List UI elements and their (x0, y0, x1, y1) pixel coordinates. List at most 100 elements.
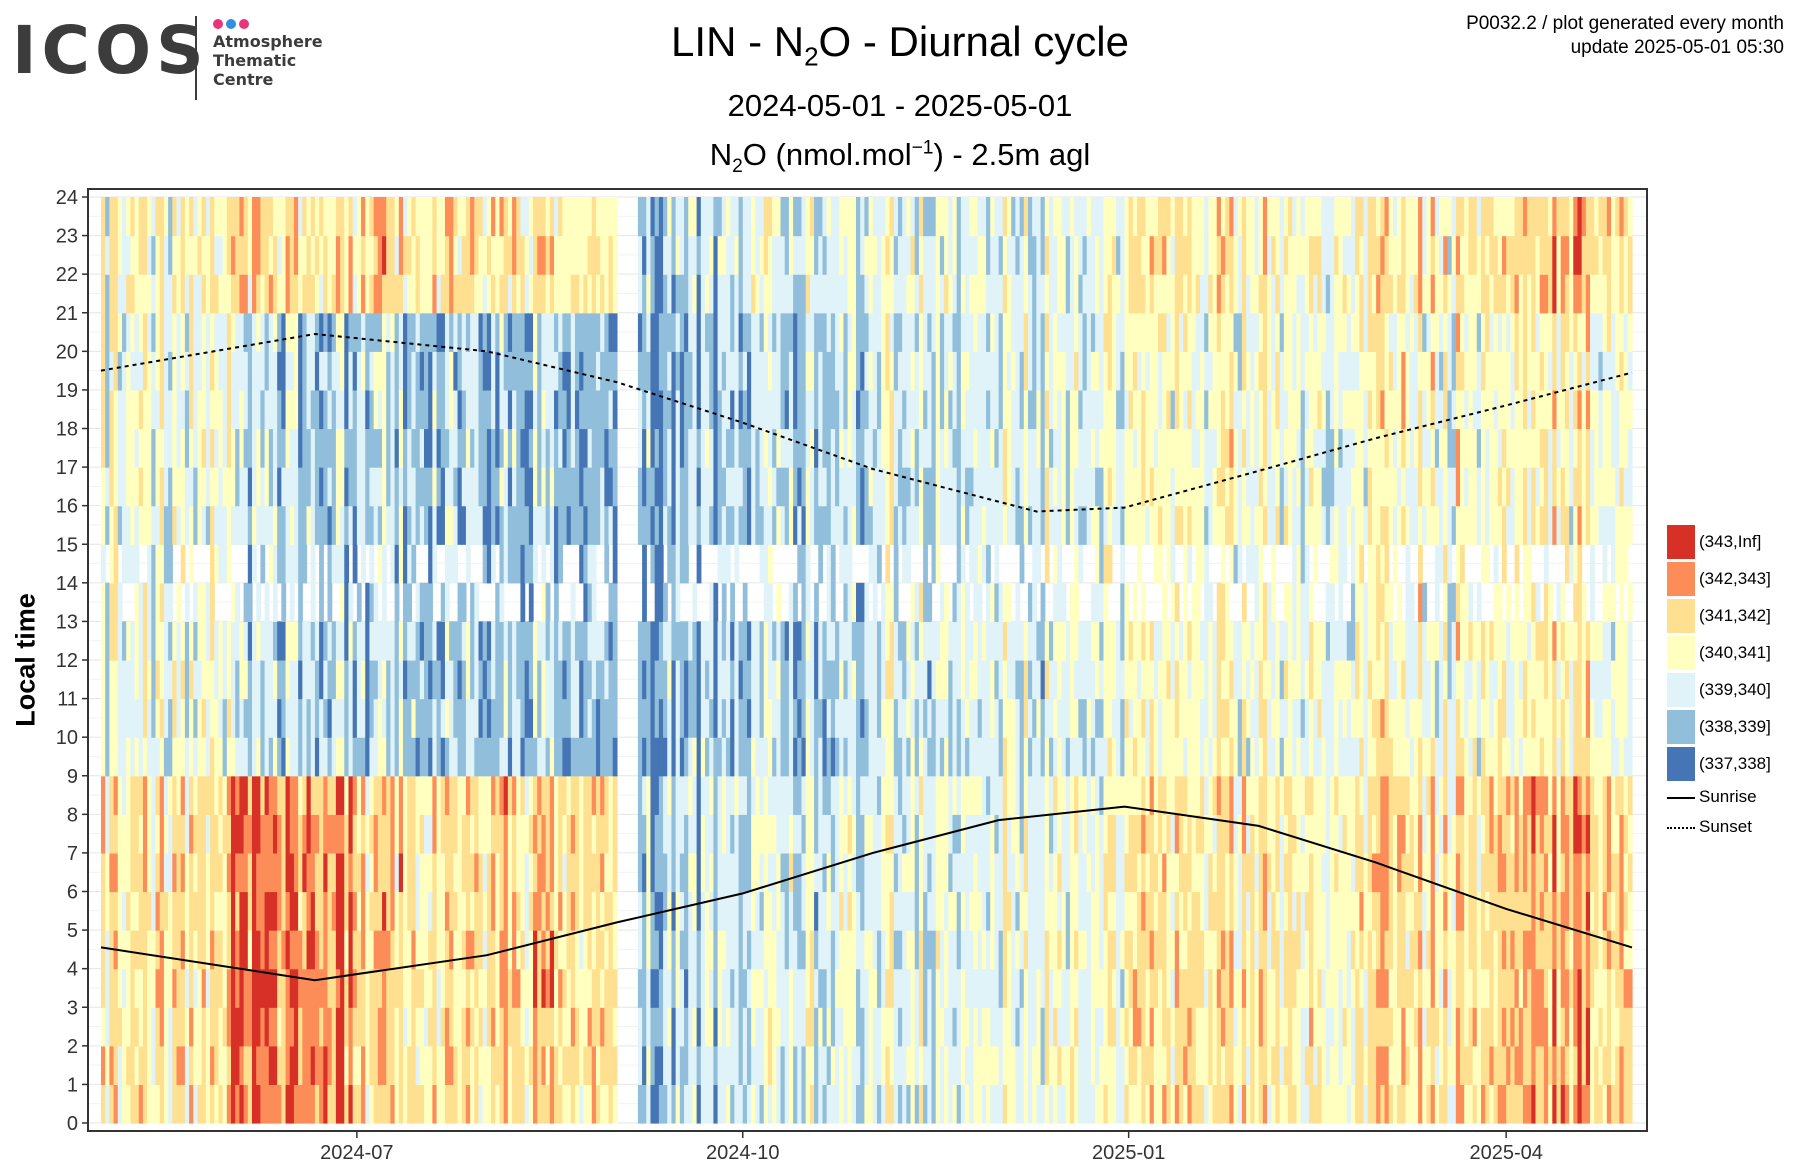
heatmap-cell (138, 467, 144, 507)
heatmap-cell (189, 544, 194, 584)
heatmap-cell (256, 891, 261, 931)
heatmap-cell (163, 968, 169, 1008)
heatmap-cell (101, 698, 106, 738)
heatmap-cell (369, 968, 375, 1008)
heatmap-cell (495, 351, 501, 391)
heatmap-cell (398, 852, 404, 893)
heatmap-cell (352, 467, 358, 507)
heatmap-cell (432, 428, 438, 468)
heatmap-cell (965, 891, 970, 931)
heatmap-cell (520, 389, 526, 430)
heatmap-cell (210, 428, 215, 468)
heatmap-cell (105, 197, 110, 237)
heatmap-cell (461, 312, 467, 352)
heatmap-cell (159, 737, 165, 777)
heatmap-cell (713, 814, 719, 854)
heatmap-cell (331, 389, 337, 430)
heatmap-cell (776, 582, 782, 623)
heatmap-cell (537, 1084, 543, 1124)
heatmap-cell (461, 930, 467, 970)
heatmap-cell (138, 852, 144, 893)
heatmap-cell (839, 312, 845, 352)
heatmap-cell (306, 852, 312, 893)
heatmap-cell (180, 852, 186, 893)
heatmap-cell (826, 505, 832, 545)
heatmap-cell (176, 505, 182, 545)
heatmap-cell (306, 274, 312, 314)
heatmap-cell (340, 660, 345, 700)
heatmap-cell (486, 968, 492, 1008)
heatmap-cell (965, 814, 970, 854)
heatmap-cell (692, 582, 698, 623)
heatmap-cell (776, 814, 782, 854)
heatmap-cell (331, 274, 337, 314)
heatmap-cell (369, 891, 375, 931)
heatmap-cell (885, 968, 891, 1008)
heatmap-cell (457, 814, 463, 854)
heatmap-cell (272, 891, 278, 931)
heatmap-cell (872, 582, 878, 623)
heatmap-cell (688, 621, 694, 661)
heatmap-cell (591, 698, 597, 738)
heatmap-cell (805, 930, 811, 970)
heatmap-cell (663, 467, 668, 507)
heatmap-cell (147, 467, 152, 507)
heatmap-cell (667, 505, 673, 545)
heatmap-cell (356, 775, 362, 815)
heatmap-cell (193, 1045, 199, 1086)
heatmap-cell (126, 698, 131, 738)
heatmap-cell (939, 698, 945, 738)
heatmap-cell (390, 312, 396, 352)
heatmap-cell (155, 814, 161, 854)
heatmap-cell (793, 1007, 798, 1047)
heatmap-cell (973, 1045, 979, 1086)
heatmap-cell (247, 197, 253, 237)
heatmap-cell (289, 852, 295, 893)
heatmap-cell (965, 1084, 970, 1124)
heatmap-cell (138, 312, 144, 352)
heatmap-cell (864, 1084, 870, 1124)
heatmap-cell (298, 428, 303, 468)
heatmap-cell (189, 1084, 194, 1124)
heatmap-cell (247, 467, 253, 507)
heatmap-cell (960, 505, 966, 545)
heatmap-cell (348, 891, 354, 931)
heatmap-cell (205, 698, 211, 738)
heatmap-cell (658, 467, 664, 507)
heatmap-cell (436, 197, 442, 237)
heatmap-cell (830, 351, 836, 391)
heatmap-cell (692, 389, 698, 430)
heatmap-cell (444, 891, 450, 931)
heatmap-cell (537, 698, 543, 738)
heatmap-cell (927, 775, 933, 815)
heatmap-cell (382, 737, 387, 777)
heatmap-cell (134, 660, 140, 700)
heatmap-cell (361, 505, 366, 545)
heatmap-cell (977, 852, 983, 893)
heatmap-cell (994, 814, 1000, 854)
heatmap-cell (168, 505, 173, 545)
heatmap-cell (235, 467, 241, 507)
heatmap-cell (491, 968, 496, 1008)
heatmap-cell (906, 852, 912, 893)
heatmap-cell (696, 235, 702, 275)
heatmap-cell (277, 698, 282, 738)
heatmap-cell (822, 274, 828, 314)
heatmap-cell (835, 197, 840, 237)
heatmap-cell (512, 814, 517, 854)
heatmap-cell (239, 467, 245, 507)
heatmap-cell (495, 389, 501, 430)
heatmap-cell (528, 312, 534, 352)
heatmap-cell (960, 544, 966, 584)
heatmap-cell (159, 389, 165, 430)
heatmap-cell (243, 312, 249, 352)
heatmap-cell (323, 660, 329, 700)
heatmap-cell (180, 698, 186, 738)
heatmap-cell (155, 775, 161, 815)
heatmap-cell (868, 428, 874, 468)
heatmap-cell (436, 312, 442, 352)
heatmap-cell (767, 467, 773, 507)
heatmap-cell (965, 428, 970, 468)
heatmap-cell (210, 544, 215, 584)
heatmap-cell (264, 1007, 270, 1047)
